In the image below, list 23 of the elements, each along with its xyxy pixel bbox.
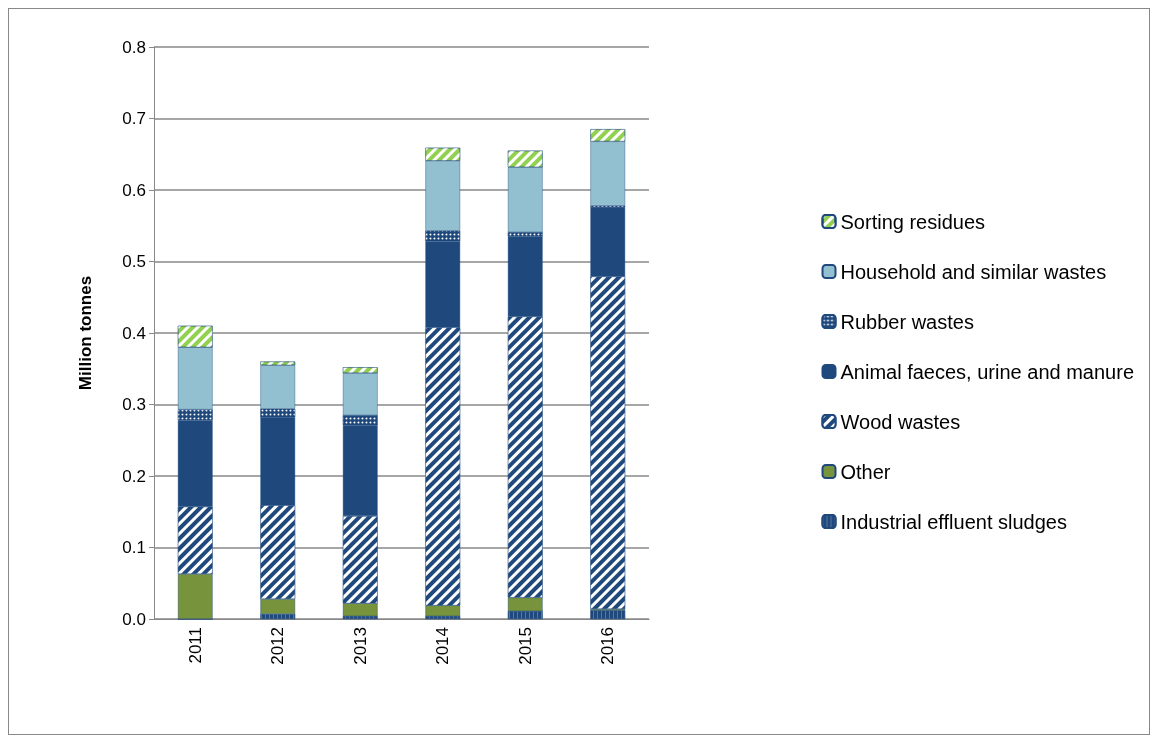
x-tick-label: 2011 [185,627,205,664]
x-tick-label: 2014 [433,627,453,665]
y-tick-label: 0.0 [122,609,146,629]
legend-label: Industrial effluent sludges [840,510,1067,533]
legend-label: Other [840,460,891,483]
y-tick-label: 0.8 [122,37,146,57]
y-axis-title: Million tonnes [76,275,95,391]
legend-label: Household and similar wastes [840,260,1107,283]
x-tick-label: 2016 [598,627,618,665]
y-tick-label: 0.3 [122,395,146,414]
x-tick-label: 2015 [515,627,535,665]
y-tick-label: 0.1 [122,538,146,557]
legend-label: Wood wastes [840,410,961,433]
x-tick-label: 2012 [268,627,288,665]
x-tick-label: 2013 [350,627,370,665]
legend-label: Animal faeces, urine and manure [840,360,1134,383]
legend-label: Rubber wastes [840,310,974,333]
y-tick-label: 0.7 [122,109,146,128]
y-tick-label: 0.2 [122,466,146,486]
y-tick-label: 0.6 [122,180,146,200]
legend-label: Sorting residues [840,210,986,233]
y-tick-label: 0.5 [122,252,146,271]
y-tick-label: 0.4 [122,323,146,343]
